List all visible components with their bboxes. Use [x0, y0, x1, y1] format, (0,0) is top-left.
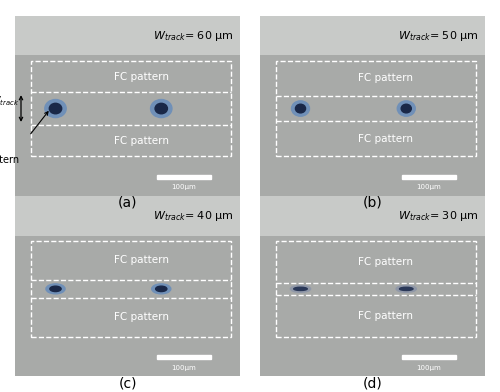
Ellipse shape: [294, 287, 307, 290]
Ellipse shape: [150, 100, 172, 118]
Text: FC pattern: FC pattern: [114, 136, 168, 145]
Ellipse shape: [400, 287, 413, 290]
Text: $W_{track}$= 50 μm: $W_{track}$= 50 μm: [398, 29, 478, 42]
Text: FC pattern: FC pattern: [358, 73, 414, 83]
Bar: [276, 241, 476, 337]
Ellipse shape: [296, 104, 306, 113]
Text: 100μm: 100μm: [172, 184, 196, 190]
Ellipse shape: [401, 104, 411, 113]
Ellipse shape: [290, 285, 310, 292]
Text: FC pattern: FC pattern: [114, 256, 168, 265]
Ellipse shape: [292, 101, 310, 116]
Text: FC pattern: FC pattern: [114, 312, 168, 322]
Text: PR
pattern: PR pattern: [0, 144, 19, 165]
Ellipse shape: [50, 286, 61, 292]
Text: 100μm: 100μm: [172, 365, 196, 370]
Bar: [157, 175, 211, 179]
Ellipse shape: [396, 285, 416, 292]
Text: 100μm: 100μm: [416, 184, 441, 190]
Bar: [402, 355, 456, 359]
Bar: [260, 16, 485, 55]
Ellipse shape: [152, 284, 171, 294]
Text: (b): (b): [362, 196, 382, 210]
Text: (a): (a): [118, 196, 137, 210]
Bar: [260, 196, 485, 236]
Text: 100μm: 100μm: [416, 365, 441, 370]
Text: FC pattern: FC pattern: [358, 311, 414, 321]
Ellipse shape: [45, 100, 66, 118]
Text: $W_{track}$= 30 μm: $W_{track}$= 30 μm: [398, 209, 478, 223]
Ellipse shape: [155, 103, 168, 114]
Bar: [402, 175, 456, 179]
Ellipse shape: [50, 103, 62, 114]
Text: FC pattern: FC pattern: [358, 134, 414, 144]
Bar: [15, 196, 240, 236]
Text: $W_{track}$: $W_{track}$: [0, 94, 19, 109]
Text: (d): (d): [362, 376, 382, 390]
Bar: [31, 241, 231, 337]
Bar: [31, 61, 231, 156]
Text: $W_{track}$= 40 μm: $W_{track}$= 40 μm: [152, 209, 233, 223]
Bar: [15, 16, 240, 55]
Ellipse shape: [397, 101, 415, 116]
Text: FC pattern: FC pattern: [114, 71, 168, 82]
Text: FC pattern: FC pattern: [358, 257, 414, 267]
Ellipse shape: [46, 284, 65, 294]
Bar: [276, 61, 476, 156]
Text: (c): (c): [118, 376, 137, 390]
Text: $W_{track}$= 60 μm: $W_{track}$= 60 μm: [152, 29, 233, 42]
Bar: [157, 355, 211, 359]
Ellipse shape: [156, 286, 167, 292]
